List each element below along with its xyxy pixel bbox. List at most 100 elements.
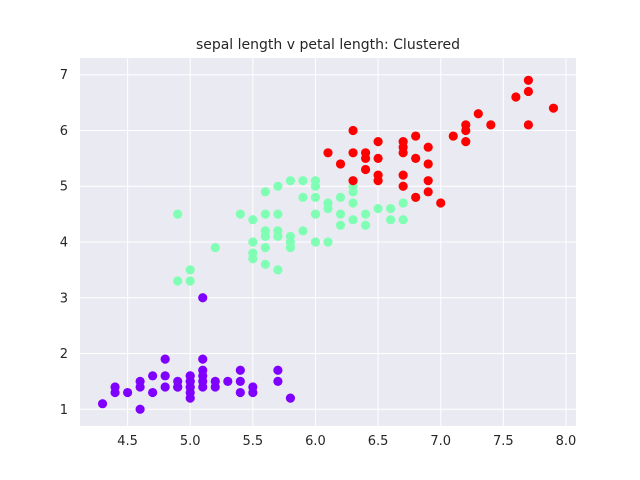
x-tick-label: 8.0 — [556, 434, 577, 449]
scatter-point-cluster-2 — [461, 125, 471, 136]
scatter-point-cluster-1 — [248, 237, 258, 247]
scatter-point-cluster-2 — [423, 142, 433, 152]
chart-title: sepal length v petal length: Clustered — [196, 37, 460, 53]
y-tick-label: 4 — [60, 236, 68, 251]
scatter-point-cluster-2 — [411, 153, 421, 163]
x-tick-label: 7.0 — [430, 434, 451, 449]
scatter-point-cluster-1 — [348, 198, 358, 208]
x-tick-label: 6.5 — [368, 434, 389, 449]
scatter-point-cluster-2 — [348, 176, 358, 186]
scatter-point-cluster-0 — [273, 376, 283, 386]
scatter-point-cluster-1 — [398, 198, 408, 208]
scatter-point-cluster-2 — [335, 159, 346, 169]
scatter-point-cluster-0 — [210, 382, 220, 392]
y-tick-label: 6 — [60, 124, 68, 139]
scatter-point-cluster-1 — [310, 192, 321, 202]
scatter-point-cluster-2 — [398, 148, 408, 158]
scatter-point-cluster-1 — [335, 209, 346, 219]
scatter-point-cluster-1 — [298, 226, 308, 236]
scatter-point-cluster-1 — [210, 242, 220, 253]
scatter-point-cluster-0 — [248, 387, 258, 398]
y-tick-label: 3 — [60, 291, 68, 306]
scatter-point-cluster-2 — [436, 198, 446, 208]
scatter-point-cluster-1 — [348, 215, 358, 225]
scatter-point-cluster-0 — [97, 399, 108, 409]
scatter-point-cluster-1 — [323, 203, 333, 214]
x-tick-label: 4.5 — [117, 434, 138, 449]
scatter-point-cluster-2 — [423, 176, 433, 186]
y-axis-ticks: 1 2 3 4 5 6 7 — [60, 68, 68, 418]
scatter-point-cluster-2 — [373, 137, 383, 147]
y-tick-label: 7 — [60, 68, 68, 83]
grid-lines — [80, 58, 576, 426]
scatter-point-cluster-2 — [348, 148, 358, 158]
scatter-point-cluster-1 — [335, 192, 346, 202]
x-tick-label: 5.5 — [243, 434, 264, 449]
x-axis-ticks: 4.5 5.0 5.5 6.0 6.5 7.0 7.5 8.0 — [117, 434, 576, 449]
scatter-point-cluster-2 — [398, 181, 408, 191]
scatter-point-cluster-0 — [235, 365, 245, 375]
y-tick-label: 5 — [60, 180, 68, 195]
y-tick-label: 2 — [60, 347, 68, 362]
scatter-point-cluster-0 — [160, 354, 170, 364]
data-points — [97, 75, 559, 414]
scatter-point-cluster-0 — [185, 393, 195, 403]
scatter-point-cluster-0 — [122, 387, 133, 398]
scatter-point-cluster-1 — [335, 220, 346, 230]
scatter-point-cluster-1 — [273, 209, 283, 219]
scatter-point-cluster-1 — [298, 176, 308, 186]
scatter-point-cluster-1 — [173, 209, 183, 219]
scatter-point-cluster-2 — [423, 187, 433, 197]
scatter-point-cluster-2 — [461, 137, 471, 147]
scatter-point-cluster-1 — [185, 265, 195, 275]
scatter-point-cluster-2 — [511, 92, 521, 102]
scatter-point-cluster-2 — [411, 131, 421, 141]
scatter-point-cluster-2 — [373, 176, 383, 186]
scatter-point-cluster-1 — [386, 203, 396, 214]
scatter-point-cluster-2 — [473, 109, 483, 119]
scatter-point-cluster-1 — [260, 231, 270, 242]
scatter-point-cluster-0 — [135, 404, 145, 414]
scatter-point-cluster-2 — [523, 120, 534, 130]
scatter-point-cluster-0 — [148, 387, 158, 398]
scatter-point-cluster-1 — [348, 187, 358, 197]
scatter-point-cluster-1 — [260, 242, 270, 253]
scatter-point-cluster-0 — [160, 371, 170, 381]
scatter-point-cluster-2 — [360, 153, 371, 163]
scatter-point-cluster-0 — [198, 371, 208, 381]
scatter-point-cluster-1 — [360, 220, 371, 230]
scatter-point-cluster-1 — [285, 176, 296, 186]
scatter-point-cluster-0 — [235, 387, 245, 398]
scatter-point-cluster-1 — [298, 192, 308, 202]
scatter-point-cluster-2 — [448, 131, 458, 141]
scatter-point-cluster-1 — [323, 237, 333, 247]
scatter-point-cluster-0 — [285, 393, 296, 403]
x-tick-label: 7.5 — [493, 434, 514, 449]
scatter-point-cluster-1 — [273, 265, 283, 275]
scatter-point-cluster-2 — [398, 170, 408, 180]
scatter-point-cluster-1 — [185, 276, 195, 286]
scatter-point-cluster-1 — [260, 187, 270, 197]
x-tick-label: 5.0 — [180, 434, 201, 449]
scatter-point-cluster-0 — [198, 382, 208, 392]
scatter-point-cluster-2 — [348, 125, 358, 136]
scatter-point-cluster-1 — [310, 237, 321, 247]
scatter-point-cluster-1 — [260, 259, 270, 269]
scatter-point-cluster-0 — [235, 376, 245, 386]
scatter-point-cluster-1 — [360, 209, 371, 219]
scatter-point-cluster-1 — [235, 209, 245, 219]
scatter-point-cluster-1 — [273, 181, 283, 191]
scatter-point-cluster-1 — [248, 215, 258, 225]
scatter-point-cluster-0 — [135, 382, 145, 392]
scatter-point-cluster-1 — [310, 181, 321, 191]
scatter-point-cluster-1 — [398, 215, 408, 225]
scatter-point-cluster-2 — [323, 148, 333, 158]
scatter-point-cluster-1 — [273, 231, 283, 242]
scatter-point-cluster-1 — [173, 276, 183, 286]
scatter-point-cluster-1 — [310, 209, 321, 219]
scatter-point-cluster-0 — [185, 376, 195, 386]
scatter-point-cluster-0 — [110, 387, 120, 398]
scatter-point-cluster-2 — [423, 159, 433, 169]
scatter-point-cluster-0 — [148, 371, 158, 381]
